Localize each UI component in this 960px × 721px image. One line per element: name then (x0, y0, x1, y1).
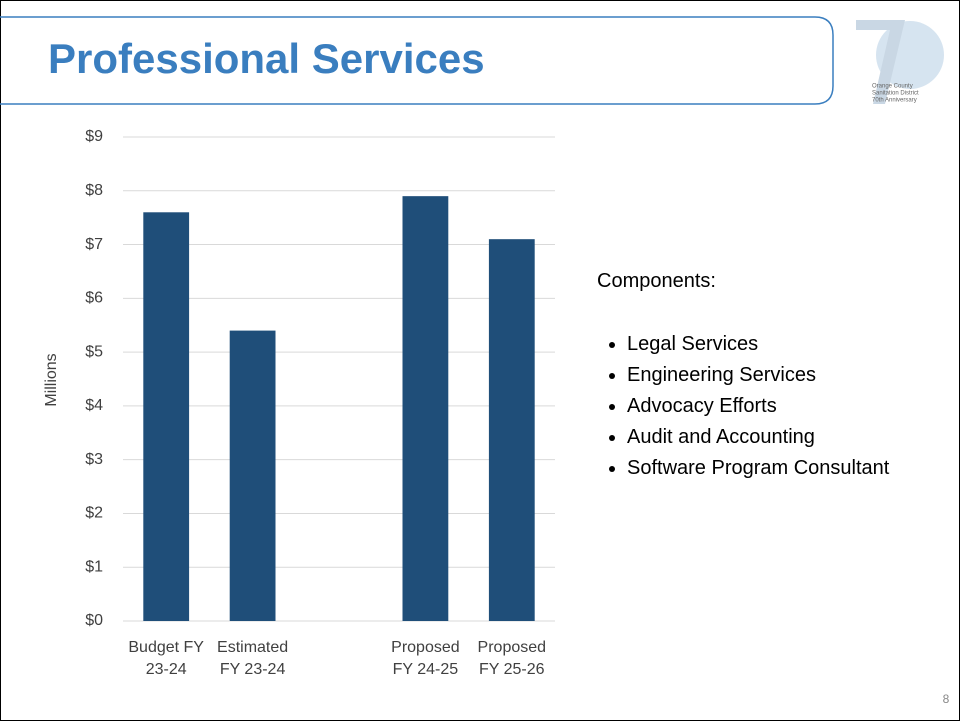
y-tick-label: $3 (85, 451, 103, 468)
page-number: 8 (943, 692, 950, 706)
logo-text: 70th Anniversary (872, 98, 917, 104)
title-box (0, 16, 834, 105)
x-tick-label: Proposed FY 24-25 (391, 639, 460, 678)
components-list: Legal ServicesEngineering ServicesAdvoca… (597, 329, 889, 484)
bar (488, 239, 535, 621)
bar (229, 330, 276, 621)
logo-text: Sanitation District (872, 91, 919, 97)
components-heading: Components: (597, 270, 716, 292)
logo: Orange County Sanitation District 70th A… (856, 20, 944, 104)
y-tick-label: $7 (85, 236, 103, 253)
y-tick-label: $9 (85, 128, 103, 145)
component-item: Engineering Services (627, 360, 889, 391)
components: Components: Legal ServicesEngineering Se… (597, 270, 889, 484)
logo-text: Orange County (872, 84, 913, 90)
x-tick-label: Proposed FY 25-26 (477, 639, 547, 678)
y-tick-label: $4 (85, 397, 103, 414)
component-item: Audit and Accounting (627, 422, 889, 453)
x-tick-label: Budget FY 23-24 (128, 639, 204, 678)
y-tick-label: $1 (85, 558, 103, 575)
component-item: Software Program Consultant (627, 453, 889, 484)
x-tick-label: Estimated FY 23-24 (217, 639, 289, 678)
y-tick-label: $6 (85, 290, 103, 307)
y-tick-label: $5 (85, 343, 103, 360)
y-tick-label: $8 (85, 182, 103, 199)
component-item: Advocacy Efforts (627, 391, 889, 422)
y-axis-label: Millions (43, 353, 60, 406)
slide-title: Professional Services (48, 35, 485, 82)
component-item: Legal Services (627, 329, 889, 360)
bar (402, 196, 449, 621)
y-tick-label: $0 (85, 612, 103, 629)
y-tick-label: $2 (85, 505, 103, 522)
bar (143, 212, 190, 622)
